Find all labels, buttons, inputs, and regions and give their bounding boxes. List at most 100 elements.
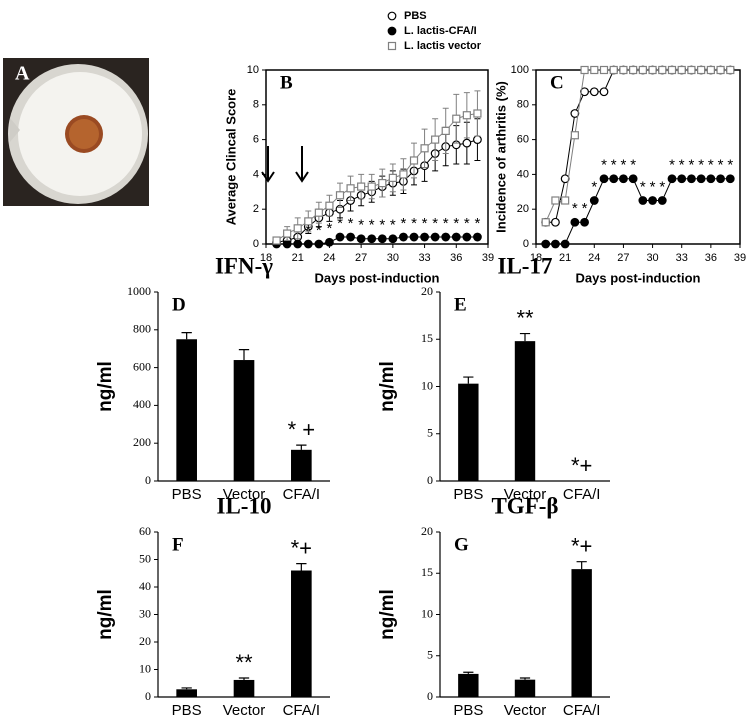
significance-label: * bbox=[669, 157, 675, 174]
y-axis-label: ng/ml bbox=[377, 589, 398, 640]
marker bbox=[325, 237, 334, 247]
panel-label: G bbox=[454, 534, 469, 555]
y-tick-label: 5 bbox=[427, 648, 433, 662]
marker bbox=[551, 196, 560, 205]
y-axis-label: ng/ml bbox=[95, 361, 116, 412]
panel-label: E bbox=[454, 294, 467, 315]
error-bar bbox=[519, 332, 531, 342]
significance-label: * bbox=[659, 178, 665, 195]
marker bbox=[378, 179, 387, 188]
marker bbox=[570, 109, 580, 118]
significance-label: *+ bbox=[571, 453, 592, 478]
panel-label: F bbox=[172, 534, 184, 555]
arrow bbox=[295, 146, 309, 183]
marker bbox=[346, 184, 355, 193]
y-tick-label: 20 bbox=[421, 284, 433, 298]
significance-label: * bbox=[601, 157, 607, 174]
x-axis-label: Days post-induction bbox=[576, 270, 701, 285]
marker bbox=[541, 239, 551, 249]
marker bbox=[293, 224, 302, 233]
significance-label: * bbox=[630, 157, 636, 174]
y-tick-label: 100 bbox=[511, 64, 529, 76]
marker bbox=[473, 135, 482, 145]
y-axis-label: ng/ml bbox=[377, 361, 398, 412]
x-tick-label: 21 bbox=[559, 252, 571, 264]
bar bbox=[571, 569, 592, 697]
marker bbox=[696, 174, 706, 184]
marker bbox=[628, 174, 638, 184]
bar bbox=[176, 689, 197, 697]
marker bbox=[346, 232, 355, 242]
arrows bbox=[261, 146, 309, 183]
y-tick-label: 15 bbox=[421, 331, 433, 345]
bar bbox=[233, 679, 255, 697]
y-tick-label: 60 bbox=[139, 524, 151, 538]
significance-label: * bbox=[718, 157, 724, 174]
error-bar bbox=[463, 376, 474, 384]
marker bbox=[580, 65, 589, 75]
marker bbox=[399, 232, 408, 242]
marker bbox=[430, 232, 440, 242]
marker bbox=[473, 232, 482, 242]
marker bbox=[551, 239, 560, 249]
significance-label: * bbox=[348, 215, 354, 232]
x-tick-label: CFA/I bbox=[283, 486, 321, 503]
penny-face bbox=[69, 119, 99, 149]
marker bbox=[589, 87, 599, 97]
significance-label: * bbox=[379, 217, 385, 234]
bar bbox=[291, 570, 312, 697]
significance-label: * bbox=[422, 215, 428, 232]
significance-label: * bbox=[591, 178, 597, 195]
significance-label: * bbox=[316, 222, 322, 239]
marker bbox=[462, 232, 472, 242]
marker bbox=[687, 174, 696, 184]
y-tick-label: 0 bbox=[253, 238, 259, 250]
y-tick-label: 10 bbox=[421, 378, 433, 392]
error-bar bbox=[238, 349, 250, 361]
marker bbox=[541, 218, 550, 227]
x-tick-label: 39 bbox=[734, 252, 746, 264]
marker bbox=[599, 65, 609, 75]
marker bbox=[599, 87, 609, 97]
marker bbox=[697, 65, 706, 75]
significance-label: * bbox=[327, 220, 333, 237]
marker bbox=[638, 65, 647, 75]
plot-frame bbox=[265, 69, 489, 245]
error-bar bbox=[519, 677, 531, 680]
x-tick-label: 27 bbox=[355, 252, 367, 264]
error-bar bbox=[238, 677, 250, 680]
y-tick-label: 800 bbox=[133, 322, 151, 336]
y-axis-label: Incidence of arthritis (%) bbox=[493, 81, 508, 233]
significance-label: * bbox=[611, 157, 617, 174]
panel-a-photo: A bbox=[3, 58, 149, 206]
marker bbox=[580, 217, 589, 227]
marker bbox=[580, 87, 589, 97]
bar bbox=[176, 339, 197, 481]
significance-label: * bbox=[582, 200, 588, 217]
marker bbox=[473, 109, 482, 118]
x-tick-label: 24 bbox=[588, 252, 600, 264]
y-tick-label: 8 bbox=[253, 99, 259, 111]
marker bbox=[314, 239, 324, 249]
marker bbox=[629, 65, 638, 75]
significance-label: * bbox=[411, 215, 417, 232]
x-tick-label: 18 bbox=[260, 252, 272, 264]
y-tick-label: 10 bbox=[247, 64, 259, 76]
marker bbox=[706, 65, 715, 75]
marker bbox=[325, 201, 334, 210]
marker bbox=[357, 182, 366, 191]
y-tick-label: 6 bbox=[253, 134, 259, 146]
marker bbox=[570, 131, 579, 140]
y-tick-label: 0 bbox=[523, 238, 529, 250]
panel-label: B bbox=[280, 72, 293, 93]
marker bbox=[335, 232, 345, 242]
significance-label: * bbox=[650, 178, 656, 195]
significance-label: *+ bbox=[291, 535, 312, 560]
x-tick-label: PBS bbox=[172, 702, 202, 719]
marker bbox=[570, 217, 580, 227]
x-tick-label: Vector bbox=[223, 486, 266, 503]
x-tick-label: 21 bbox=[292, 252, 304, 264]
marker bbox=[356, 234, 366, 244]
bar bbox=[458, 383, 479, 481]
